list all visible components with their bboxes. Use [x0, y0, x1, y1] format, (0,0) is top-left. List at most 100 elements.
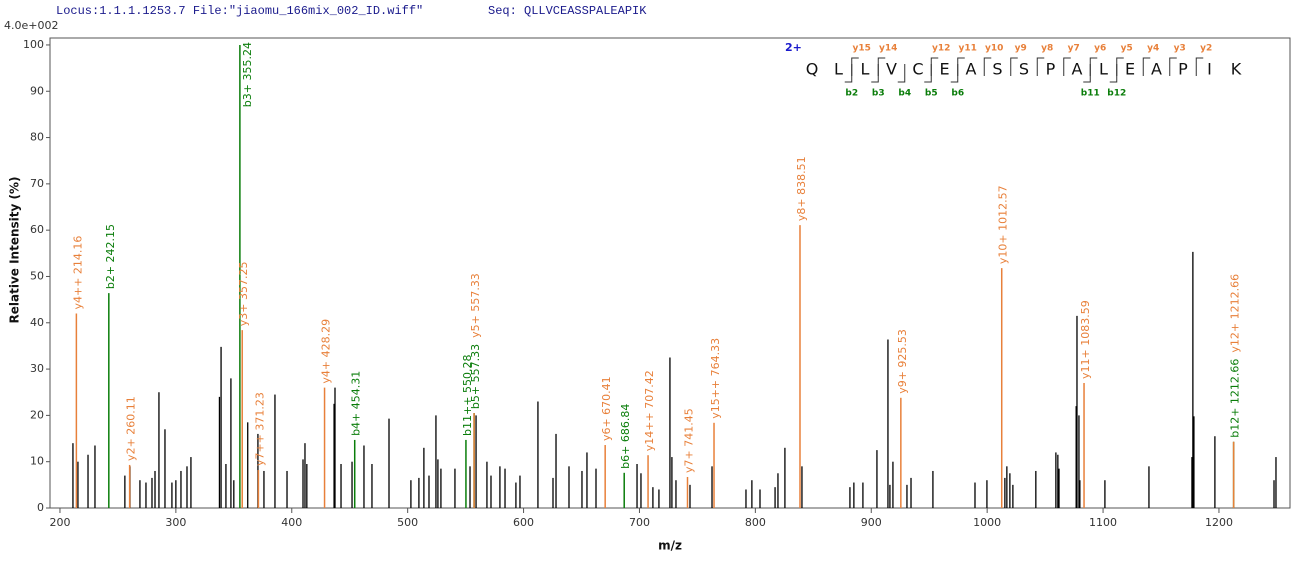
- peak-label: y4++ 214.16: [71, 236, 84, 310]
- y-ion-label: y5: [1121, 44, 1133, 54]
- y-tick-label: 40: [30, 316, 44, 329]
- y-axis-label: Relative Intensity (%): [8, 177, 22, 324]
- y-ion-bracket: [1142, 57, 1151, 76]
- b-ion-bracket: [1109, 64, 1118, 83]
- peak-label: b4+ 454.31: [350, 371, 363, 436]
- y-ion-label: y4: [1147, 44, 1159, 54]
- b-ion-bracket: [897, 64, 906, 83]
- y-tick-label: 20: [30, 408, 44, 421]
- peak-label: y7+ 741.45: [683, 408, 696, 473]
- peak-label: y12+ 1212.66: [1229, 274, 1242, 353]
- y-ion-bracket: [1195, 57, 1204, 76]
- y-ion-bracket: [957, 57, 965, 76]
- peak-label: y5+ 557.33: [469, 273, 482, 338]
- residue: L: [834, 60, 843, 79]
- b-ion-label: b11: [1081, 89, 1100, 99]
- b-ion-label: b12: [1107, 89, 1126, 99]
- x-tick-label: 500: [397, 516, 418, 529]
- peak-label: y9+ 925.53: [896, 329, 909, 394]
- residue: S: [992, 60, 1002, 79]
- y-ion-bracket: [851, 57, 859, 76]
- residue: L: [1099, 60, 1108, 79]
- y-tick-label: 70: [30, 177, 44, 190]
- peak-label: b5+ 557.33: [469, 344, 482, 409]
- b-ion-label: b3: [872, 89, 885, 99]
- b-ion-bracket: [844, 64, 853, 83]
- x-tick-label: 600: [513, 516, 534, 529]
- y-ion-bracket: [1169, 57, 1177, 76]
- y-tick-label: 80: [30, 131, 44, 144]
- x-axis-label: m/z: [658, 539, 682, 553]
- peak-label: b11++ 550.28: [461, 355, 474, 436]
- b-ion-bracket: [924, 64, 932, 83]
- peak-label: y10+ 1012.57: [997, 185, 1010, 264]
- residue: V: [886, 60, 897, 79]
- y-ion-label: y9: [1015, 44, 1027, 54]
- residue: E: [1125, 60, 1135, 79]
- x-tick-label: 1200: [1205, 516, 1233, 529]
- peak-label: y8+ 838.51: [795, 156, 808, 221]
- y-ion-label: y10: [985, 44, 1003, 54]
- charge-label: 2+: [785, 41, 802, 54]
- y-ion-label: y15: [853, 44, 871, 54]
- x-tick-label: 300: [165, 516, 186, 529]
- y-ion-bracket: [1063, 57, 1071, 76]
- y-tick-label: 10: [30, 455, 44, 468]
- peak-label: y15++ 764.33: [709, 338, 722, 419]
- y-ion-bracket: [1116, 57, 1124, 76]
- residue: A: [966, 60, 977, 79]
- peak-label: b6+ 686.84: [619, 404, 632, 469]
- peak-label: b12+ 1212.66: [1229, 359, 1242, 438]
- peak-label: b2+ 242.15: [104, 224, 117, 289]
- residue: A: [1072, 60, 1083, 79]
- residue: C: [912, 60, 923, 79]
- y-ion-bracket: [1036, 57, 1045, 76]
- y-ion-label: y3: [1174, 44, 1186, 54]
- residue: P: [1178, 60, 1188, 79]
- x-tick-label: 1000: [973, 516, 1001, 529]
- peak-label: y6+ 670.41: [600, 376, 613, 441]
- residue: E: [939, 60, 949, 79]
- y-ion-label: y2: [1200, 44, 1212, 54]
- y-tick-label: 60: [30, 223, 44, 236]
- residue: I: [1207, 60, 1212, 79]
- residue: P: [1046, 60, 1056, 79]
- y-ion-bracket: [1010, 57, 1018, 76]
- y-tick-label: 50: [30, 269, 44, 282]
- y-ion-label: y7: [1068, 44, 1080, 54]
- residue: S: [1019, 60, 1029, 79]
- x-tick-label: 1100: [1089, 516, 1117, 529]
- peak-label: y4+ 428.29: [320, 319, 333, 384]
- peak-label: y11+ 1083.59: [1079, 300, 1092, 379]
- x-tick-label: 700: [629, 516, 650, 529]
- y-tick-label: 100: [23, 38, 44, 51]
- scale-label: 4.0e+002: [4, 19, 58, 32]
- y-tick-label: 0: [37, 501, 44, 514]
- y-ion-label: y12: [932, 44, 950, 54]
- residue: L: [861, 60, 870, 79]
- y-ion-label: y14: [879, 44, 897, 54]
- y-ion-bracket: [1089, 57, 1098, 76]
- b-ion-bracket: [871, 64, 879, 83]
- b-ion-label: b2: [845, 89, 858, 99]
- y-tick-label: 90: [30, 84, 44, 97]
- y-ion-bracket: [877, 57, 886, 76]
- peak-label: y14++ 707.42: [643, 370, 656, 451]
- peak-label: b3+ 355.24: [241, 42, 254, 107]
- residue: A: [1151, 60, 1162, 79]
- x-tick-label: 200: [49, 516, 70, 529]
- b-ion-bracket: [950, 64, 959, 83]
- peak-label: y2+ 260.11: [125, 396, 138, 461]
- y-ion-bracket: [930, 57, 939, 76]
- b-ion-bracket: [1083, 64, 1091, 83]
- header-locus: Locus:1.1.1.1253.7 File:"jiaomu_166mix_0…: [56, 4, 423, 18]
- x-tick-label: 900: [861, 516, 882, 529]
- y-tick-label: 30: [30, 362, 44, 375]
- peak-label: y3+ 357.25: [237, 261, 250, 326]
- y-ion-label: y6: [1094, 44, 1106, 54]
- y-ion-label: y11: [959, 44, 977, 54]
- b-ion-label: b5: [925, 89, 938, 99]
- residue: Q: [806, 60, 819, 79]
- x-tick-label: 800: [745, 516, 766, 529]
